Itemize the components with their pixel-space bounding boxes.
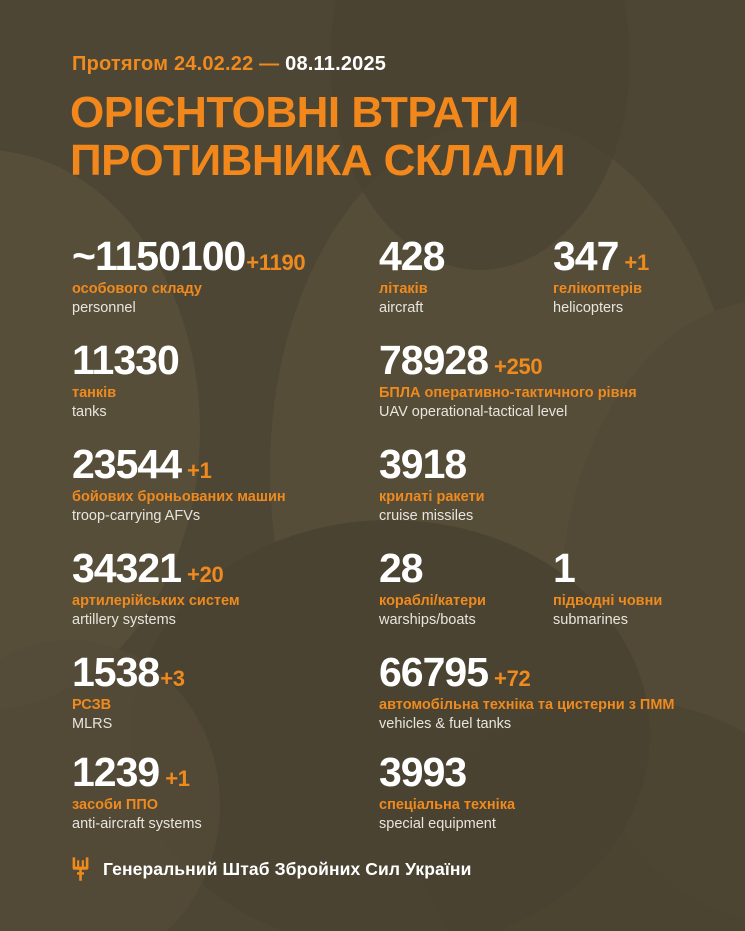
loss-label-ua: бойових броньованих машин <box>72 489 286 505</box>
loss-count: 3918 <box>379 441 467 487</box>
loss-value-line: 1239 +1 <box>72 752 202 793</box>
loss-count: 34321 <box>72 545 182 591</box>
loss-value-line: ~1150100 +1190 <box>72 233 306 279</box>
loss-item: ~1150100 +1190 особового складу personnel <box>72 233 306 317</box>
loss-label-ua: особового складу <box>72 281 202 297</box>
loss-label-ua: артилерійських систем <box>72 593 240 609</box>
loss-item: 34321 +20 артилерійських систем artillery s… <box>72 548 240 629</box>
loss-label-en: special equipment <box>379 816 496 833</box>
losses-row: 23544 +1 бойових броньованих машин troop-ca… <box>0 444 745 548</box>
date-range-end: 08.11.2025 <box>285 53 387 75</box>
loss-delta: +1 <box>624 250 649 275</box>
loss-label-en: personnel <box>72 300 136 317</box>
loss-label-ua: танків <box>72 385 117 401</box>
loss-label-en: artillery systems <box>72 612 176 629</box>
loss-delta: +1190 <box>246 250 306 275</box>
loss-label-ua: спеціальна техніка <box>379 797 516 813</box>
loss-count: 66795 <box>379 649 489 695</box>
loss-item: 3918 крилаті ракети cruise missiles <box>379 444 485 525</box>
loss-label-en: anti-aircraft systems <box>72 816 202 833</box>
losses-row: 34321 +20 артилерійських систем artillery s… <box>0 548 745 652</box>
loss-label-ua: літаків <box>379 281 428 297</box>
loss-label-ua: крилаті ракети <box>379 489 485 505</box>
loss-item: 1 підводні човни submarines <box>553 548 662 629</box>
loss-label-ua: РСЗВ <box>72 697 112 713</box>
loss-item: 78928 +250 БПЛА оперативно-тактичного рівн… <box>379 340 637 421</box>
loss-item: 23544 +1 бойових броньованих машин troop-ca… <box>72 444 286 525</box>
loss-item: 66795 +72 автомобільна техніка та цистерни… <box>379 652 675 733</box>
loss-label-ua: підводні човни <box>553 593 663 609</box>
loss-count: 1538 <box>72 649 160 695</box>
loss-label-en: MLRS <box>72 716 113 733</box>
loss-count: 347 <box>553 233 619 279</box>
loss-delta: +1 <box>187 458 212 483</box>
loss-count: ~1150100 <box>72 233 246 279</box>
loss-value-line: 28 <box>379 548 486 589</box>
loss-value-line: 347 +1 <box>553 236 649 277</box>
loss-label-en: aircraft <box>379 300 424 317</box>
loss-count: 3993 <box>379 749 467 795</box>
loss-label-en: UAV operational-tactical level <box>379 404 568 421</box>
loss-delta: +250 <box>494 354 543 379</box>
page-title: ОРІЄНТОВНІ ВТРАТИ ПРОТИВНИКА СКЛАЛИ <box>70 88 565 186</box>
loss-value-line: 66795 +72 <box>379 652 675 693</box>
loss-count: 1239 <box>72 749 160 795</box>
loss-item: 428 літаків aircraft <box>379 233 445 317</box>
loss-label-en: cruise missiles <box>379 508 474 525</box>
loss-label-en: troop-carrying AFVs <box>72 508 201 525</box>
loss-label-ua: БПЛА оперативно-тактичного рівня <box>379 385 637 401</box>
loss-delta: +20 <box>187 562 224 587</box>
losses-row: 11330 танків tanks 78928 +250 БПЛА оперативно… <box>0 340 745 444</box>
loss-item: 347 +1 гелікоптерів helicopters <box>553 236 649 317</box>
loss-item: 28 кораблі/катери warships/boats <box>379 548 486 629</box>
loss-count: 1 <box>553 545 576 591</box>
loss-value-line: 78928 +250 <box>379 340 637 381</box>
footer: Генеральний Штаб Збройних Сил України <box>72 857 471 881</box>
loss-count: 11330 <box>72 337 180 383</box>
loss-count: 78928 <box>379 337 489 383</box>
loss-item: 1239 +1 засоби ППО anti-aircraft systems <box>72 752 202 833</box>
footer-label: Генеральний Штаб Збройних Сил України <box>103 858 472 879</box>
loss-item: 11330 танків tanks <box>72 337 180 421</box>
loss-count: 428 <box>379 233 445 279</box>
trident-icon <box>72 857 89 881</box>
loss-value-line: 34321 +20 <box>72 548 240 589</box>
loss-delta: +3 <box>160 666 185 691</box>
loss-delta: +1 <box>165 766 190 791</box>
loss-label-ua: засоби ППО <box>72 797 159 813</box>
losses-row: 1538 +3 РСЗВ MLRS 66795 +72 автомобільна техні… <box>0 652 745 752</box>
loss-item: 3993 спеціальна техніка special equipment <box>379 752 515 833</box>
loss-value-line: 428 <box>379 233 445 279</box>
loss-count: 28 <box>379 545 424 591</box>
loss-label-en: submarines <box>553 612 628 629</box>
date-range-prefix: Протягом 24.02.22 — <box>72 53 286 75</box>
loss-value-line: 3993 <box>379 752 515 793</box>
loss-value-line: 23544 +1 <box>72 444 286 485</box>
loss-label-en: tanks <box>72 404 107 421</box>
loss-value-line: 3918 <box>379 444 485 485</box>
loss-label-en: helicopters <box>553 300 624 317</box>
loss-value-line: 1538 +3 <box>72 652 185 693</box>
loss-count: 23544 <box>72 441 182 487</box>
losses-row: ~1150100 +1190 особового складу personnel 42… <box>0 236 745 340</box>
losses-grid: ~1150100 +1190 особового складу personnel 42… <box>0 236 745 852</box>
loss-label-en: vehicles & fuel tanks <box>379 716 512 733</box>
loss-label-ua: гелікоптерів <box>553 281 642 297</box>
loss-item: 1538 +3 РСЗВ MLRS <box>72 652 185 733</box>
losses-row: 1239 +1 засоби ППО anti-aircraft systems 399… <box>0 752 745 852</box>
loss-value-line: 11330 <box>72 337 180 383</box>
loss-label-ua: кораблі/катери <box>379 593 486 609</box>
loss-delta: +72 <box>494 666 531 691</box>
loss-label-ua: автомобільна техніка та цистерни з ПММ <box>379 697 675 713</box>
date-range: Протягом 24.02.22 — 08.11.2025 <box>72 53 386 76</box>
loss-label-en: warships/boats <box>379 612 476 629</box>
loss-value-line: 1 <box>553 548 662 589</box>
